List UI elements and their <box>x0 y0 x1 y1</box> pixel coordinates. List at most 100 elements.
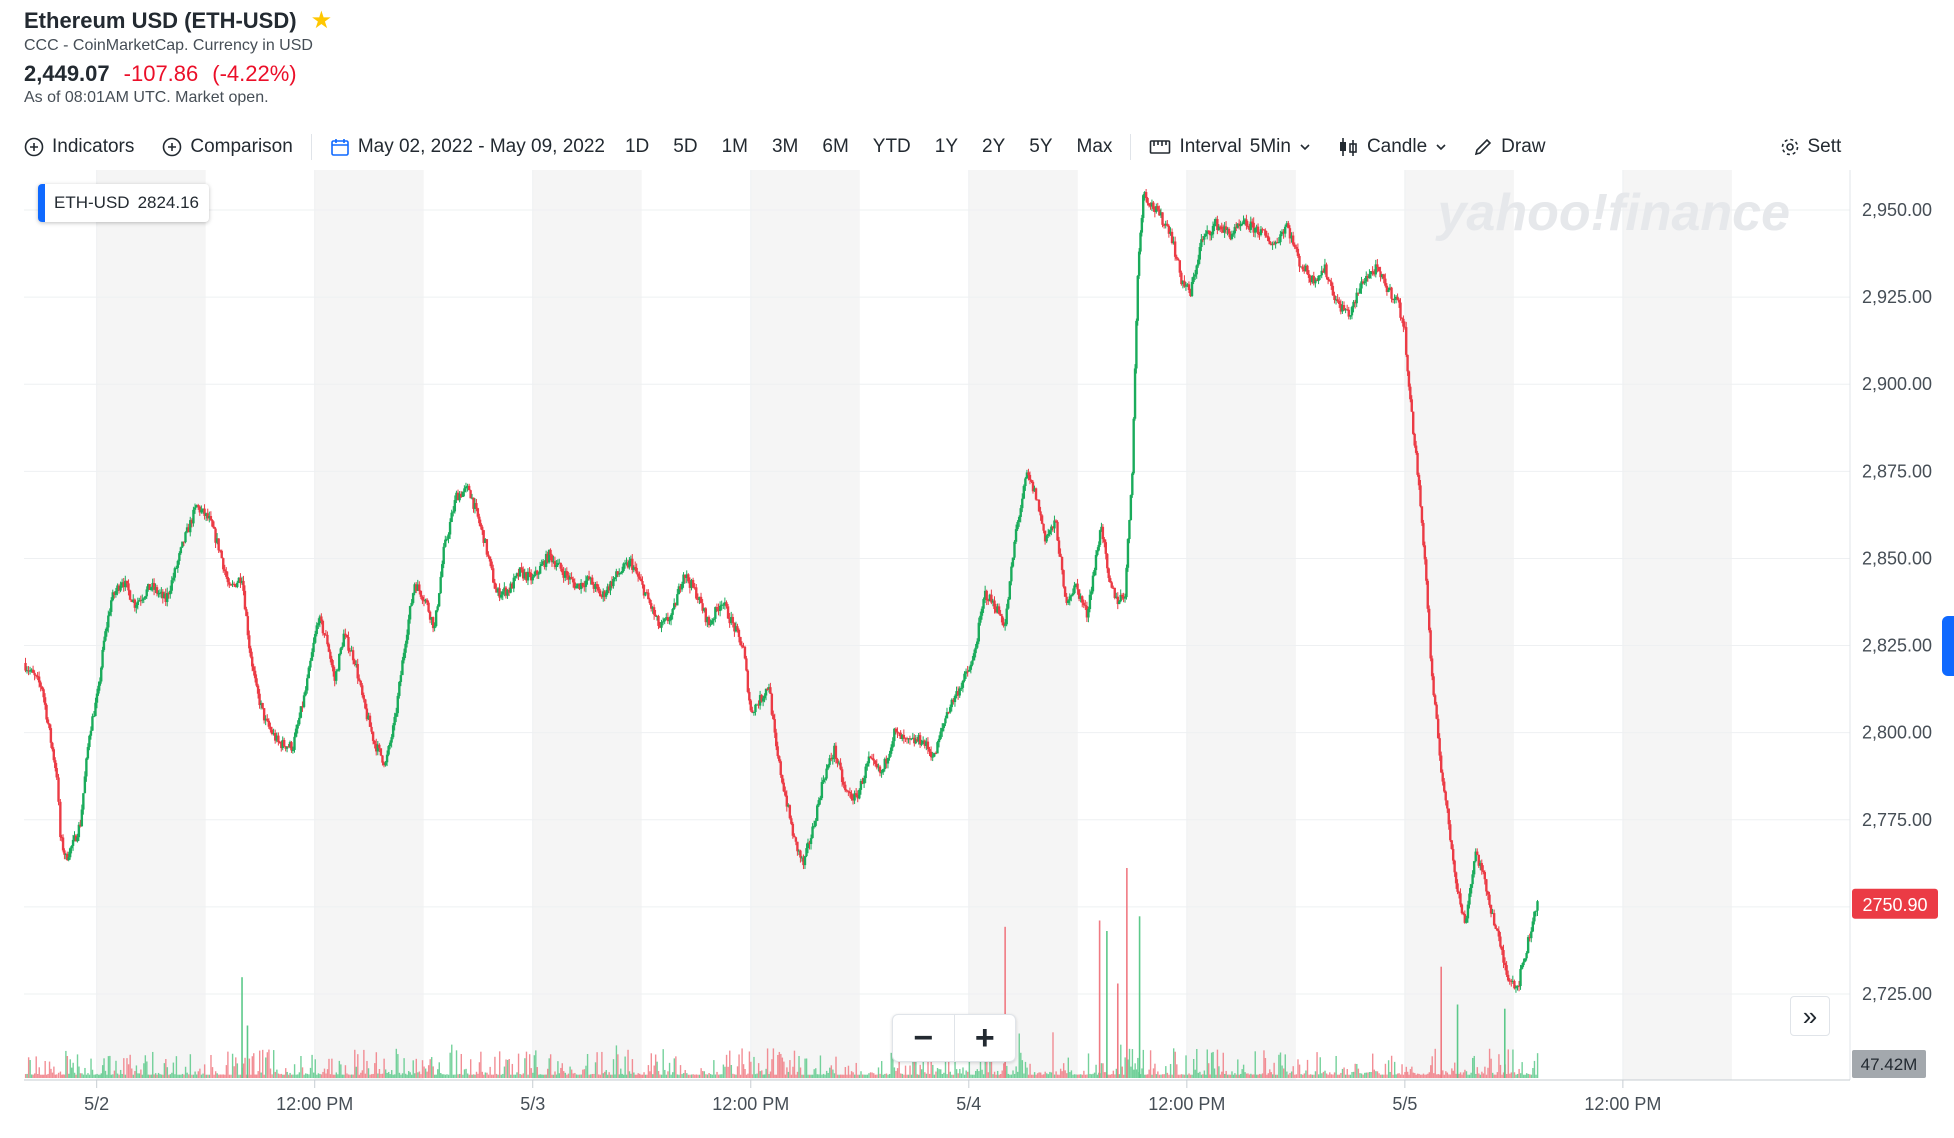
candle-body <box>434 610 438 627</box>
candle-body <box>52 749 55 761</box>
candle-body <box>120 582 124 586</box>
volume-bar <box>1244 1072 1246 1078</box>
range-ytd[interactable]: YTD <box>872 136 911 157</box>
volume-bar <box>1422 1073 1425 1078</box>
volume-bar <box>1364 1072 1366 1078</box>
candle-body <box>1450 840 1453 850</box>
range-1m[interactable]: 1M <box>721 136 748 157</box>
candle-body <box>770 693 774 715</box>
candle-body <box>498 588 501 598</box>
zoom-out-button[interactable]: − <box>893 1015 955 1061</box>
volume-bar <box>1092 1073 1094 1078</box>
candle-body <box>251 656 254 667</box>
volume-bar <box>608 1072 610 1078</box>
scroll-to-latest-button[interactable]: » <box>1790 996 1830 1036</box>
range-5d[interactable]: 5D <box>673 136 698 157</box>
volume-bar <box>1454 1062 1456 1078</box>
volume-bar <box>1128 1048 1131 1078</box>
candle-body <box>351 650 355 661</box>
volume-bar <box>311 1054 313 1078</box>
volume-bar <box>636 1074 638 1078</box>
volume-bar <box>75 1074 77 1078</box>
volume-bar <box>1372 1053 1374 1078</box>
price-chart[interactable]: 2,950.002,925.002,900.002,875.002,850.00… <box>0 170 1954 1138</box>
volume-bar <box>280 1073 283 1078</box>
volume-bar <box>564 1072 567 1078</box>
candle-body <box>546 553 549 563</box>
candle-body <box>915 739 919 742</box>
volume-bar <box>1311 1074 1313 1078</box>
volume-bar <box>1038 1072 1040 1078</box>
volume-bar <box>1138 916 1141 1078</box>
range-1d[interactable]: 1D <box>624 136 650 157</box>
badge-value: 2824.16 <box>137 193 200 212</box>
candle-body <box>796 841 799 852</box>
volume-bar <box>147 1074 150 1078</box>
candle-body <box>929 751 933 758</box>
candle-body <box>307 667 311 679</box>
candle-body <box>1181 280 1185 285</box>
volume-bar <box>320 1074 323 1078</box>
date-range-picker[interactable]: May 02, 2022 - May 09, 2022 <box>330 136 605 158</box>
volume-bar <box>968 1056 971 1078</box>
range-3m[interactable]: 3M <box>771 136 799 157</box>
settings-button[interactable]: Sett <box>1780 136 1841 158</box>
chart-type-dropdown[interactable]: Candle <box>1337 136 1447 158</box>
range-6m[interactable]: 6M <box>822 136 849 157</box>
candle-body <box>67 857 70 861</box>
range-5y[interactable]: 5Y <box>1029 136 1053 157</box>
range-1y[interactable]: 1Y <box>934 136 959 157</box>
volume-bar <box>698 1074 701 1078</box>
candle-body <box>731 617 735 623</box>
candle-body <box>560 568 564 573</box>
candle-body <box>327 644 331 652</box>
candle-body <box>45 704 48 720</box>
volume-bar <box>1003 1063 1005 1078</box>
candle-body <box>1162 224 1166 226</box>
candle-body <box>872 758 875 761</box>
volume-bar <box>874 1074 877 1078</box>
volume-bar <box>830 1065 833 1078</box>
range-max[interactable]: Max <box>1076 136 1113 157</box>
candle-body <box>1042 523 1045 531</box>
candle-body <box>1239 224 1242 227</box>
candle-body <box>166 592 169 603</box>
candle-body <box>433 626 436 629</box>
interval-dropdown[interactable]: Interval 5Min <box>1149 136 1311 158</box>
candle-body <box>619 572 622 574</box>
volume-bar <box>1402 1074 1405 1078</box>
indicators-button[interactable]: Indicators <box>24 136 134 158</box>
volume-bar <box>189 1054 192 1078</box>
volume-bar <box>852 1072 854 1078</box>
zoom-in-button[interactable]: + <box>974 1018 995 1057</box>
volume-bar <box>1165 1066 1167 1078</box>
comparison-button[interactable]: Comparison <box>162 136 293 158</box>
side-panel-toggle[interactable] <box>1942 616 1954 676</box>
volume-bar <box>1049 1071 1051 1078</box>
candle-body <box>752 712 756 714</box>
x-tick-label: 5/3 <box>520 1094 545 1114</box>
candle-body <box>204 513 208 516</box>
volume-bar <box>1078 1074 1080 1078</box>
candle-body <box>826 764 830 769</box>
candle-body <box>1144 192 1148 199</box>
range-2y[interactable]: 2Y <box>982 136 1006 157</box>
draw-button[interactable]: Draw <box>1473 136 1546 158</box>
candle-body <box>200 509 203 513</box>
candle-body <box>1301 266 1304 270</box>
candle-body <box>942 723 946 728</box>
volume-bar <box>1194 1069 1196 1078</box>
volume-bar <box>200 1074 203 1078</box>
candle-body <box>1255 226 1258 228</box>
candle-body <box>638 576 641 579</box>
volume-bar <box>998 1074 1000 1078</box>
volume-bar <box>1016 1071 1019 1078</box>
volume-bar <box>1482 1073 1485 1078</box>
candle-body <box>1530 931 1533 939</box>
volume-bar <box>1516 1073 1519 1078</box>
star-icon[interactable]: ★ <box>310 7 333 34</box>
volume-bar <box>1442 1070 1444 1078</box>
volume-bar <box>1384 1063 1387 1078</box>
candle-body <box>190 520 194 524</box>
volume-bar <box>104 1070 107 1078</box>
